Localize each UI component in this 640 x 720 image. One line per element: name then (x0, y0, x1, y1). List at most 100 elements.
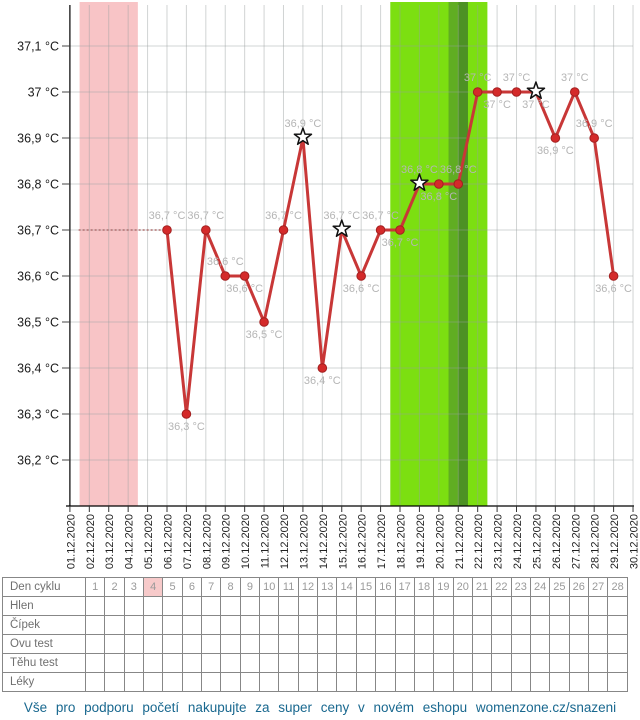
cell-cipek-day-14[interactable] (336, 615, 357, 635)
cell-ovu-test-day-20[interactable] (452, 634, 473, 654)
cell-ovu-test-day-8[interactable] (220, 634, 241, 654)
cell-cipek-day-1[interactable] (84, 615, 106, 635)
cell-tehu-test-day-8[interactable] (220, 653, 241, 673)
cell-hlen-day-25[interactable] (549, 596, 570, 616)
cell-hlen-day-20[interactable] (452, 596, 473, 616)
cell-leky-day-5[interactable] (162, 672, 183, 692)
cell-ovu-test-day-27[interactable] (587, 634, 609, 654)
cell-leky-day-28[interactable] (607, 672, 628, 692)
cell-cipek-day-2[interactable] (104, 615, 125, 635)
cell-cipek-day-5[interactable] (162, 615, 183, 635)
cell-leky-day-23[interactable] (510, 672, 531, 692)
cell-cipek-day-19[interactable] (433, 615, 454, 635)
cell-leky-day-4[interactable] (143, 672, 164, 692)
cell-leky-day-12[interactable] (297, 672, 319, 692)
cell-leky-day-24[interactable] (529, 672, 551, 692)
cell-hlen-day-8[interactable] (220, 596, 241, 616)
cell-tehu-test-day-7[interactable] (201, 653, 222, 673)
cell-cipek-day-28[interactable] (607, 615, 628, 635)
cell-leky-day-13[interactable] (317, 672, 338, 692)
cell-leky-day-22[interactable] (491, 672, 512, 692)
cell-hlen-day-9[interactable] (239, 596, 261, 616)
cell-ovu-test-day-1[interactable] (84, 634, 106, 654)
cell-cipek-day-22[interactable] (491, 615, 512, 635)
cell-tehu-test-day-16[interactable] (375, 653, 396, 673)
cell-hlen-day-11[interactable] (278, 596, 299, 616)
cell-cipek-day-20[interactable] (452, 615, 473, 635)
cell-tehu-test-day-15[interactable] (355, 653, 377, 673)
cell-leky-day-7[interactable] (201, 672, 222, 692)
cell-hlen-day-23[interactable] (510, 596, 531, 616)
cell-ovu-test-day-11[interactable] (278, 634, 299, 654)
cell-hlen-day-22[interactable] (491, 596, 512, 616)
cell-tehu-test-day-9[interactable] (239, 653, 261, 673)
cell-leky-day-2[interactable] (104, 672, 125, 692)
cell-cipek-day-10[interactable] (259, 615, 280, 635)
cell-ovu-test-day-4[interactable] (143, 634, 164, 654)
cell-hlen-day-28[interactable] (607, 596, 628, 616)
cell-cipek-day-26[interactable] (568, 615, 589, 635)
cell-tehu-test-day-18[interactable] (413, 653, 435, 673)
cell-tehu-test-day-19[interactable] (433, 653, 454, 673)
cell-hlen-day-26[interactable] (568, 596, 589, 616)
cell-tehu-test-day-26[interactable] (568, 653, 589, 673)
cell-cipek-day-12[interactable] (297, 615, 319, 635)
cell-leky-day-6[interactable] (181, 672, 203, 692)
eshop-link[interactable]: Vše pro podporu početí nakupujte za supe… (23, 700, 617, 715)
cell-leky-day-16[interactable] (375, 672, 396, 692)
cell-tehu-test-day-27[interactable] (587, 653, 609, 673)
cell-cipek-day-8[interactable] (220, 615, 241, 635)
cell-tehu-test-day-1[interactable] (84, 653, 106, 673)
cell-ovu-test-day-17[interactable] (394, 634, 415, 654)
cell-ovu-test-day-26[interactable] (568, 634, 589, 654)
cell-hlen-day-12[interactable] (297, 596, 319, 616)
cell-cipek-day-6[interactable] (181, 615, 203, 635)
cell-hlen-day-5[interactable] (162, 596, 183, 616)
cell-cipek-day-21[interactable] (471, 615, 493, 635)
cell-hlen-day-16[interactable] (375, 596, 396, 616)
cell-ovu-test-day-13[interactable] (317, 634, 338, 654)
cell-ovu-test-day-5[interactable] (162, 634, 183, 654)
cell-tehu-test-day-4[interactable] (143, 653, 164, 673)
cell-hlen-day-13[interactable] (317, 596, 338, 616)
cell-leky-day-14[interactable] (336, 672, 357, 692)
cell-ovu-test-day-28[interactable] (607, 634, 628, 654)
cell-leky-day-21[interactable] (471, 672, 493, 692)
cell-leky-day-3[interactable] (123, 672, 145, 692)
cell-ovu-test-day-22[interactable] (491, 634, 512, 654)
cell-hlen-day-2[interactable] (104, 596, 125, 616)
cell-ovu-test-day-12[interactable] (297, 634, 319, 654)
cell-tehu-test-day-2[interactable] (104, 653, 125, 673)
cell-ovu-test-day-24[interactable] (529, 634, 551, 654)
cell-cipek-day-25[interactable] (549, 615, 570, 635)
cell-ovu-test-day-10[interactable] (259, 634, 280, 654)
cell-tehu-test-day-3[interactable] (123, 653, 145, 673)
cell-ovu-test-day-14[interactable] (336, 634, 357, 654)
cell-hlen-day-19[interactable] (433, 596, 454, 616)
cell-ovu-test-day-16[interactable] (375, 634, 396, 654)
cell-hlen-day-4[interactable] (143, 596, 164, 616)
cell-cipek-day-18[interactable] (413, 615, 435, 635)
cell-leky-day-8[interactable] (220, 672, 241, 692)
cell-cipek-day-13[interactable] (317, 615, 338, 635)
cell-ovu-test-day-19[interactable] (433, 634, 454, 654)
cell-ovu-test-day-23[interactable] (510, 634, 531, 654)
cell-tehu-test-day-5[interactable] (162, 653, 183, 673)
cell-hlen-day-1[interactable] (84, 596, 106, 616)
cell-hlen-day-27[interactable] (587, 596, 609, 616)
cell-hlen-day-7[interactable] (201, 596, 222, 616)
cell-ovu-test-day-25[interactable] (549, 634, 570, 654)
cell-cipek-day-24[interactable] (529, 615, 551, 635)
cell-cipek-day-4[interactable] (143, 615, 164, 635)
cell-hlen-day-10[interactable] (259, 596, 280, 616)
cell-leky-day-19[interactable] (433, 672, 454, 692)
cell-leky-day-27[interactable] (587, 672, 609, 692)
cell-cipek-day-23[interactable] (510, 615, 531, 635)
cell-cipek-day-27[interactable] (587, 615, 609, 635)
cell-leky-day-17[interactable] (394, 672, 415, 692)
cell-leky-day-25[interactable] (549, 672, 570, 692)
cell-hlen-day-17[interactable] (394, 596, 415, 616)
cell-leky-day-9[interactable] (239, 672, 261, 692)
cell-cipek-day-17[interactable] (394, 615, 415, 635)
cell-tehu-test-day-24[interactable] (529, 653, 551, 673)
